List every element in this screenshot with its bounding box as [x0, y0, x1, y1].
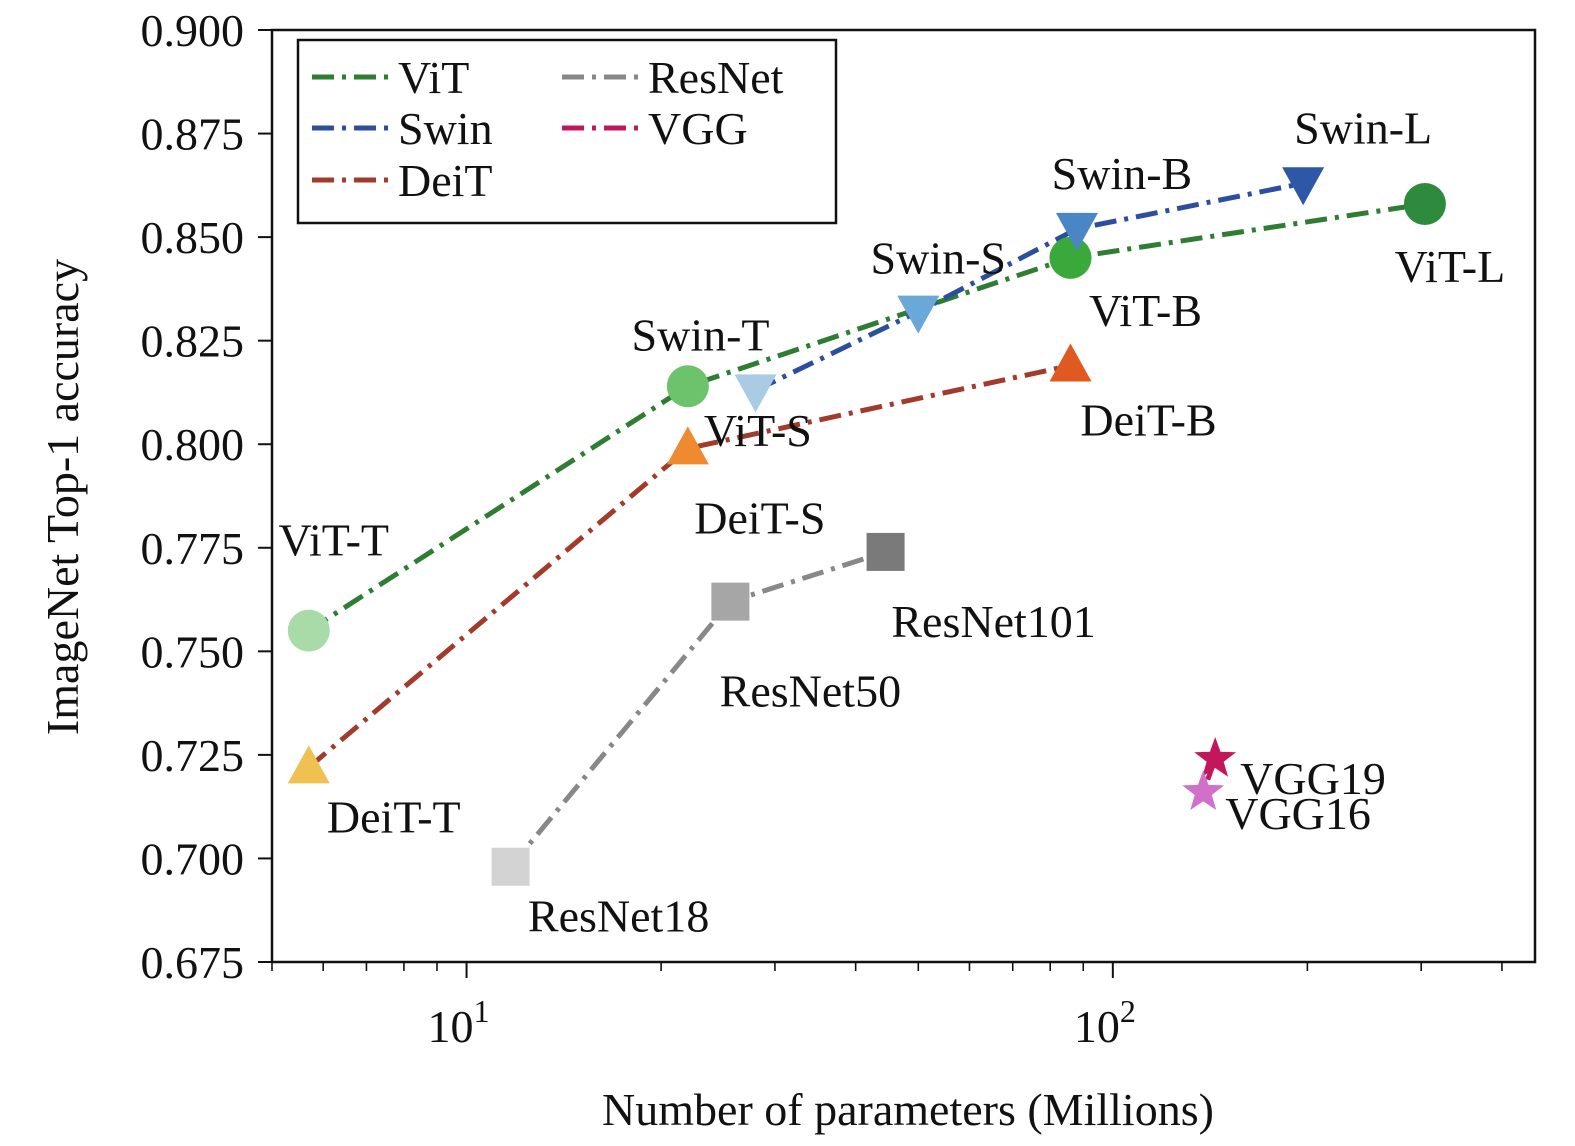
y-axis-title: ImageNet Top-1 accuracy	[37, 259, 88, 735]
swin-t-marker	[734, 374, 777, 413]
swin-b-marker	[1055, 212, 1098, 251]
swin-line	[754, 180, 1304, 393]
vit-t-label: ViT-T	[279, 515, 390, 566]
legend-item-vgg: VGG	[648, 103, 748, 154]
swin-s-marker	[897, 295, 940, 334]
vit-line	[307, 201, 1426, 633]
y-tick-label: 0.725	[141, 730, 245, 781]
axes: 0.675 0.700 0.725 0.750 0.775 0.800 0.825 0.850…	[141, 5, 1537, 1052]
deit-b-label: DeiT-B	[1080, 395, 1216, 446]
vgg16-marker	[1182, 770, 1225, 810]
vit-b-marker	[1049, 236, 1092, 279]
legend-item-swin: Swin	[398, 103, 493, 154]
legend-item-deit: DeiT	[398, 155, 493, 206]
x-tick-label: 101	[428, 993, 490, 1052]
point-labels: ViT-T ViT-S ViT-B ViT-L Swin-T Swin-S Swin-B Sw…	[279, 102, 1506, 941]
y-tick-label: 0.825	[141, 316, 245, 367]
vit-s-marker	[666, 365, 709, 408]
y-tick-label: 0.875	[141, 109, 245, 160]
legend-box	[296, 38, 838, 225]
vit-l-marker	[1403, 182, 1446, 225]
y-tick-label: 0.900	[141, 5, 245, 56]
y-tick-label: 0.700	[141, 833, 245, 884]
vit-b-label: ViT-B	[1089, 285, 1202, 336]
vit-s-label: ViT-S	[704, 405, 812, 456]
y-tick-label: 0.775	[141, 523, 245, 574]
swin-t-label: Swin-T	[632, 309, 770, 360]
series-markers	[287, 167, 1446, 886]
swin-s-label: Swin-S	[871, 233, 1006, 284]
x-tick-label: 102	[1074, 993, 1136, 1052]
y-tick-label: 0.675	[141, 937, 245, 988]
vgg19-marker	[1194, 737, 1237, 777]
y-tick-label: 0.800	[141, 419, 245, 470]
swin-l-marker	[1282, 167, 1325, 206]
legend-item-resnet: ResNet	[648, 52, 784, 103]
resnet50-label: ResNet50	[720, 666, 901, 717]
swin-l-label: Swin-L	[1294, 102, 1432, 153]
vit-l-label: ViT-L	[1395, 241, 1506, 292]
resnet101-marker	[866, 532, 905, 571]
legend-item-vit: ViT	[398, 52, 469, 103]
swin-b-label: Swin-B	[1052, 148, 1193, 199]
deit-s-label: DeiT-S	[694, 492, 825, 543]
x-axis-title: Number of parameters (Millions)	[602, 1084, 1214, 1135]
resnet50-marker	[711, 582, 750, 621]
deit-line	[307, 363, 1072, 770]
y-tick-label: 0.750	[141, 626, 245, 677]
deit-t-label: DeiT-T	[327, 791, 461, 842]
plot-frame	[270, 28, 1537, 964]
vit-t-marker	[287, 609, 330, 652]
deit-s-marker	[666, 426, 709, 465]
resnet18-label: ResNet18	[528, 891, 709, 942]
resnet18-marker	[491, 847, 530, 886]
vgg19-label: VGG19	[1240, 753, 1386, 804]
deit-b-marker	[1049, 343, 1092, 382]
resnet101-label: ResNet101	[891, 596, 1095, 647]
y-tick-label: 0.850	[141, 212, 245, 263]
vgg16-label: VGG16	[1225, 788, 1371, 839]
deit-t-marker	[287, 745, 330, 784]
